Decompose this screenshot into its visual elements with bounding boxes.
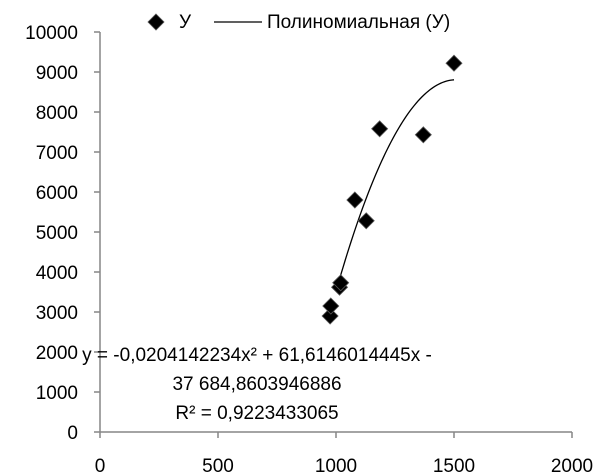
y-ticks: 0 1000 2000 3000 4000 5000 6000 7000 8000 9000 100… (25, 23, 100, 444)
y-tick-label: 2000 (36, 343, 78, 364)
y-tick-label: 6000 (36, 183, 78, 204)
y-tick-label: 7000 (36, 143, 78, 164)
y-tick-label: 4000 (36, 263, 78, 284)
legend-trendline-label: Полиномиальная (У) (267, 12, 450, 33)
x-tick-label: 1000 (315, 456, 357, 476)
equation-line-1: y = -0,0204142234x² + 61,6146014445x - (82, 345, 432, 366)
y-tick-label: 5000 (36, 223, 78, 244)
legend-marker-diamond-icon (147, 13, 165, 31)
x-tick-label: 2000 (551, 456, 593, 476)
y-tick-label: 8000 (36, 103, 78, 124)
y-tick-label: 9000 (36, 63, 78, 84)
y-tick-label: 3000 (36, 303, 78, 324)
x-tick-label: 500 (202, 456, 234, 476)
data-point (322, 297, 340, 315)
equation-background (102, 340, 412, 428)
data-point (321, 307, 339, 325)
legend: У Полиномиальная (У) (147, 12, 450, 33)
data-point (346, 191, 364, 209)
data-point (332, 274, 350, 292)
data-point (414, 126, 432, 144)
r-squared-label: R² = 0,9223433065 (175, 403, 338, 424)
y-tick-label: 1000 (36, 383, 78, 404)
x-ticks: 0 500 1000 1500 2000 (95, 432, 593, 476)
polynomial-trendline (338, 79, 455, 280)
data-point (371, 120, 389, 138)
trendline-equation: y = -0,0204142234x² + 61,6146014445x - 3… (82, 340, 432, 428)
data-point (357, 212, 375, 230)
y-tick-label: 0 (67, 423, 78, 444)
y-tick-label: 10000 (25, 23, 78, 44)
data-points (321, 54, 463, 325)
legend-series-label: У (179, 12, 192, 33)
data-point (445, 54, 463, 72)
equation-line-2: 37 684,8603946886 (172, 374, 341, 395)
x-tick-label: 1500 (433, 456, 475, 476)
x-tick-label: 0 (95, 456, 106, 476)
